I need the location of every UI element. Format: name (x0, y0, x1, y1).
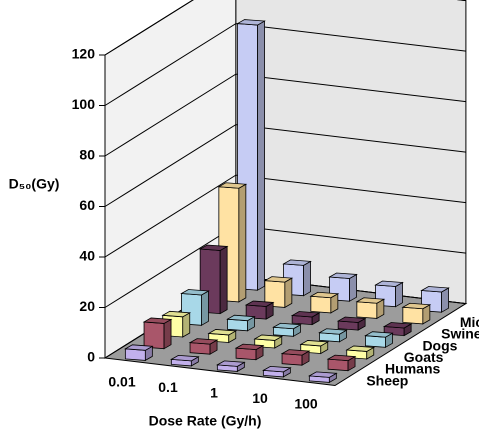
bar (282, 350, 309, 366)
y-tick-label: 60 (79, 197, 95, 213)
y-tick-label: 100 (72, 96, 96, 112)
bar-side (258, 21, 265, 290)
bar-front (282, 354, 302, 366)
bar-side (220, 246, 227, 313)
bar (309, 372, 336, 383)
bar (125, 345, 152, 361)
x-axis-label: Dose Rate (Gy/h) (149, 413, 262, 429)
bar-front (403, 307, 423, 324)
bar (144, 318, 171, 349)
bar-side (304, 261, 311, 295)
bar-side (285, 278, 292, 307)
x-tick-label: 0.1 (158, 379, 178, 395)
bar-front (365, 336, 385, 348)
bar (171, 355, 198, 366)
bar-side (350, 274, 357, 301)
bar-front (236, 348, 256, 360)
bar (236, 344, 263, 360)
bar-front (144, 322, 164, 349)
series-label: Mice (460, 314, 479, 330)
bar (319, 329, 346, 342)
bar (273, 323, 300, 336)
bar (263, 366, 290, 377)
bar (403, 303, 430, 324)
bar (357, 298, 384, 319)
bar (338, 317, 365, 330)
bar-front (328, 359, 348, 371)
bar-side (239, 184, 246, 302)
y-tick-label: 120 (72, 46, 96, 62)
x-tick-label: 0.01 (108, 373, 135, 389)
x-tick-label: 100 (294, 395, 318, 411)
back-wall (236, 0, 466, 304)
bar (365, 332, 392, 348)
bar (311, 292, 338, 313)
x-tick-label: 10 (252, 390, 268, 406)
x-tick-label: 1 (210, 384, 218, 400)
bar-front (357, 302, 377, 319)
bar-side (201, 291, 208, 325)
bar-front (125, 349, 145, 361)
bar-front (190, 343, 210, 355)
bar (328, 355, 355, 371)
bar-side (164, 319, 171, 348)
y-tick-label: 40 (79, 248, 95, 264)
bar-front (311, 296, 331, 313)
bar (227, 315, 254, 331)
y-tick-label: 0 (87, 349, 95, 365)
y-tick-label: 80 (79, 147, 95, 163)
bar-front (227, 319, 247, 331)
bar (190, 339, 217, 355)
y-tick-label: 20 (79, 298, 95, 314)
y-axis-label: D₅₀(Gy) (9, 176, 60, 192)
bar (292, 312, 319, 325)
bar (217, 361, 244, 372)
